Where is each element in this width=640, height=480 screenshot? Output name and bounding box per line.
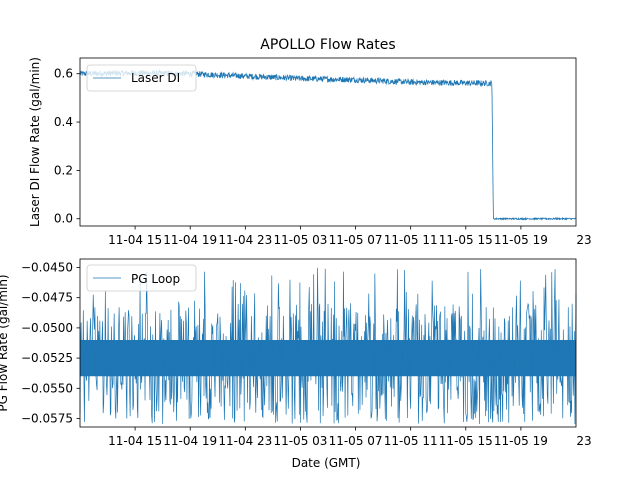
x-tick-label: 11-04 15	[108, 434, 162, 448]
pg-loop-y-axis-label: PG Flow Rate (gal/min)	[0, 274, 10, 411]
x-tick-label: 11-04 23	[218, 434, 272, 448]
x-tick-label: 11-05 11	[384, 434, 438, 448]
laser-di-legend: Laser DI	[86, 64, 197, 92]
x-tick-label: 11-05 03	[273, 233, 327, 247]
x-tick-label: 11-05 11	[384, 233, 438, 247]
y-tick-label: 0.4	[54, 115, 73, 129]
y-tick-label: −0.0575	[21, 412, 73, 426]
x-tick-label: 11-05 19	[494, 434, 548, 448]
y-tick-label: −0.0525	[21, 351, 73, 365]
pg-loop-x-ticks: 11-04 15 11-04 19 11-04 23 11-05 03 11-05 07…	[108, 427, 592, 448]
y-tick-label: 0.0	[54, 212, 73, 226]
chart-title: APOLLO Flow Rates	[260, 37, 395, 53]
pg-loop-legend: PG Loop	[86, 264, 197, 292]
x-tick-label: 11-04 15	[108, 233, 162, 247]
x-tick-label: 11-04 23	[218, 233, 272, 247]
legend-box	[86, 264, 197, 292]
series-line-laser-di	[79, 68, 577, 221]
series-line-pg-loop	[79, 267, 577, 425]
x-tick-label-overflow: 23	[576, 233, 591, 247]
pg-loop-axes-frame	[79, 258, 577, 428]
x-tick-label: 11-05 07	[329, 233, 383, 247]
legend-entry-laser-di: Laser DI	[131, 71, 180, 85]
x-axis-label: Date (GMT)	[292, 456, 361, 470]
y-tick-label: −0.0450	[21, 260, 73, 274]
x-tick-label: 11-05 07	[329, 434, 383, 448]
y-tick-label: −0.0500	[21, 321, 73, 335]
laser-di-axes-frame	[79, 57, 577, 227]
y-tick-label: 0.6	[54, 67, 73, 81]
pg-loop-series-group	[79, 267, 577, 425]
laser-di-panel: APOLLO Flow Rates 0.00.20.40.6 11-04 15 1…	[28, 37, 592, 247]
x-tick-label: 11-04 19	[163, 434, 217, 448]
x-tick-label-overflow: 23	[576, 434, 591, 448]
pg-loop-y-ticks: −0.0575 −0.0550 −0.0525 −0.0500 −0.0475 −0.04…	[21, 260, 80, 426]
x-tick-label: 11-05 03	[273, 434, 327, 448]
laser-di-series-group	[79, 68, 577, 221]
y-tick-label: 0.2	[54, 163, 73, 177]
legend-box	[86, 64, 197, 92]
laser-di-x-ticks: 11-04 15 11-04 19 11-04 23 11-05 03 11-05 07…	[108, 226, 592, 247]
y-tick-label: −0.0475	[21, 291, 73, 305]
y-tick-label: −0.0550	[21, 381, 73, 395]
legend-entry-pg-loop: PG Loop	[131, 272, 180, 286]
x-tick-label: 11-04 19	[163, 233, 217, 247]
x-tick-label: 11-05 15	[439, 233, 493, 247]
pg-loop-panel: −0.0575 −0.0550 −0.0525 −0.0500 −0.0475 −0.04…	[0, 258, 592, 470]
x-tick-label: 11-05 15	[439, 434, 493, 448]
laser-di-y-axis-label: Laser DI Flow Rate (gal/min)	[28, 57, 42, 227]
x-tick-label: 11-05 19	[494, 233, 548, 247]
laser-di-y-ticks: 0.0 0.2 0.4 0.6	[54, 67, 80, 226]
